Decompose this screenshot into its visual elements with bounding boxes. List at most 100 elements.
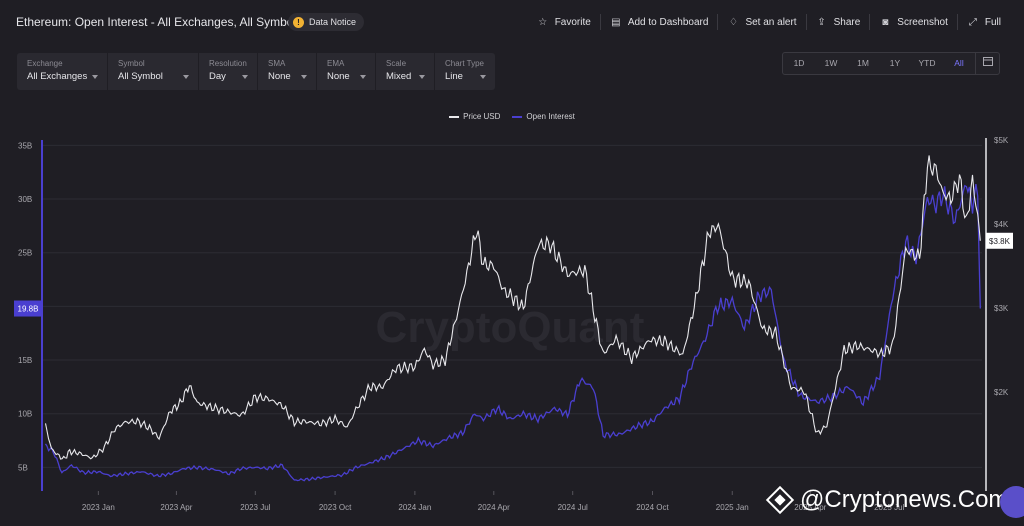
action-label: Set an alert: [745, 16, 797, 28]
current-oi-label: 19.8B: [18, 305, 39, 314]
x-tick-label: 2024 Jul: [558, 503, 588, 512]
x-tick-label: 2023 Jan: [82, 503, 115, 512]
filter-ema[interactable]: EMA None: [317, 53, 376, 90]
data-notice-button[interactable]: ! Data Notice: [288, 13, 365, 31]
filter-label: Resolution: [209, 59, 247, 68]
add-to-dashboard-button[interactable]: ▤ Add to Dashboard: [599, 14, 718, 30]
range-1w[interactable]: 1W: [824, 58, 838, 68]
data-notice-label: Data Notice: [309, 17, 357, 27]
chevron-down-icon: [301, 75, 307, 79]
filter-value: Mixed: [386, 71, 412, 82]
current-price-badge: [986, 232, 1013, 249]
x-tick-label: 2023 Oct: [319, 503, 352, 512]
range-ytd[interactable]: YTD: [918, 58, 936, 68]
y-right-tick-label: $5K: [994, 136, 1009, 145]
range-all[interactable]: All: [954, 58, 964, 68]
legend-swatch-price: [449, 115, 460, 118]
price-line: [44, 155, 981, 460]
filter-label: Symbol: [118, 59, 145, 68]
filter-label: SMA: [268, 59, 286, 68]
bell-icon: ♢: [728, 16, 738, 28]
filter-value: All Symbol: [118, 71, 163, 82]
set-an-alert-button[interactable]: ♢ Set an alert: [717, 14, 805, 30]
legend-label-open-interest: Open Interest: [526, 112, 575, 121]
filter-value: None: [268, 71, 291, 82]
share-icon: ⇪: [817, 16, 826, 28]
calendar-glyph: [982, 57, 993, 66]
legend-label-price: Price USD: [463, 112, 501, 121]
source-watermark: @Cryptonews.Com: [765, 485, 1009, 515]
cryptoquant-watermark: CryptoQuant: [376, 303, 645, 352]
open-interest-line: [44, 184, 981, 482]
range-1m[interactable]: 1M: [857, 58, 869, 68]
time-range-selector: 1D 1W 1M 1Y YTD All: [782, 52, 1000, 75]
action-label: Full: [984, 16, 1001, 28]
filter-symbol[interactable]: Symbol All Symbol: [108, 53, 199, 90]
legend-swatch-open-interest: [512, 115, 523, 118]
dashboard-icon: ▤: [611, 16, 621, 28]
expand-icon: ⤢: [968, 16, 977, 28]
chevron-down-icon: [480, 75, 486, 79]
legend-item-open-interest[interactable]: Open Interest: [512, 112, 575, 121]
chart-title: Ethereum: Open Interest - All Exchanges,…: [16, 15, 297, 29]
filter-label: EMA: [327, 59, 345, 68]
filter-scale[interactable]: Scale Mixed: [376, 53, 435, 90]
x-tick-label: 2025 Jan: [716, 503, 749, 512]
y-right-tick-label: $4K: [994, 220, 1009, 229]
legend-item-price[interactable]: Price USD: [449, 112, 500, 121]
diamond-logo-icon: [765, 485, 795, 515]
x-tick-label: 2024 Apr: [478, 503, 510, 512]
calendar-icon[interactable]: [975, 53, 999, 74]
chat-bubble-button[interactable]: [1000, 486, 1024, 518]
x-tick-label: 2024 Jan: [398, 503, 431, 512]
current-oi-badge: [14, 300, 42, 317]
source-watermark-text: @Cryptonews.Com: [800, 486, 1009, 513]
chevron-down-icon: [419, 75, 425, 79]
filter-label: Scale: [386, 59, 407, 68]
y-left-tick-label: 10B: [18, 410, 32, 419]
filter-bar: Exchange All Exchanges Symbol All Symbol Res…: [17, 53, 495, 90]
action-label: Screenshot: [897, 16, 948, 28]
x-tick-label: 2023 Apr: [160, 503, 192, 512]
full-button[interactable]: ⤢ Full: [956, 14, 1010, 30]
chevron-down-icon: [183, 75, 189, 79]
star-icon: ☆: [538, 16, 548, 28]
x-tick-label: 2024 Oct: [636, 503, 669, 512]
share-button[interactable]: ⇪ Share: [805, 14, 870, 30]
filter-label: Exchange: [27, 59, 63, 68]
range-1y[interactable]: 1Y: [889, 58, 901, 68]
chevron-down-icon: [92, 75, 98, 79]
screenshot-button[interactable]: ◙ Screenshot: [869, 14, 957, 30]
exclamation-icon: !: [293, 16, 304, 28]
action-label: Add to Dashboard: [627, 16, 709, 28]
y-left-tick-label: 15B: [18, 356, 32, 365]
chart-legend: Price USD Open Interest: [0, 112, 1024, 121]
filter-sma[interactable]: SMA None: [258, 53, 317, 90]
chevron-down-icon: [360, 75, 366, 79]
filter-value: All Exchanges: [27, 71, 88, 82]
header-actions: ☆ Favorite ▤ Add to Dashboard ♢ Set an alert ⇪…: [528, 0, 1010, 44]
x-tick-label: 2023 Jul: [240, 503, 270, 512]
y-right-tick-label: $3K: [994, 304, 1009, 313]
x-tick-label: 2025 Apr: [794, 503, 826, 512]
y-right-tick-label: $2K: [994, 388, 1009, 397]
current-price-label: $3.8K: [989, 237, 1011, 246]
filter-label: Chart Type: [445, 59, 484, 68]
top-bar: Ethereum: Open Interest - All Exchanges,…: [0, 0, 1024, 44]
y-left-tick-label: 25B: [18, 249, 32, 258]
action-label: Share: [833, 16, 861, 28]
y-left-tick-label: 5B: [18, 463, 28, 472]
chevron-down-icon: [242, 75, 248, 79]
filter-value: None: [327, 71, 350, 82]
x-tick-label: 2025 Jul: [874, 503, 904, 512]
y-left-tick-label: 30B: [18, 195, 32, 204]
filter-chart-type[interactable]: Chart Type Line: [435, 53, 495, 90]
filter-exchange[interactable]: Exchange All Exchanges: [17, 53, 108, 90]
filter-resolution[interactable]: Resolution Day: [199, 53, 258, 90]
filter-value: Line: [445, 71, 463, 82]
y-left-tick-label: 35B: [18, 141, 32, 150]
range-1d[interactable]: 1D: [793, 58, 805, 68]
action-label: Favorite: [554, 16, 591, 28]
favorite-button[interactable]: ☆ Favorite: [528, 14, 600, 30]
